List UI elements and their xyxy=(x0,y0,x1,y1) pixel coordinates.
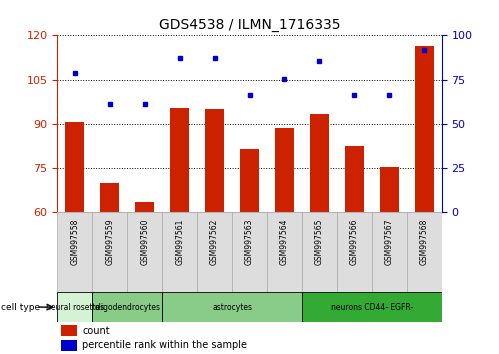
Bar xyxy=(57,212,92,292)
Bar xyxy=(267,212,302,292)
Bar xyxy=(372,212,407,292)
Bar xyxy=(135,202,154,212)
Text: neurons CD44- EGFR-: neurons CD44- EGFR- xyxy=(331,303,413,312)
Bar xyxy=(415,46,434,212)
Bar xyxy=(380,167,399,212)
Bar xyxy=(310,114,329,212)
Text: oligodendrocytes: oligodendrocytes xyxy=(94,303,160,312)
Text: GSM997568: GSM997568 xyxy=(420,219,429,265)
Text: neural rosettes: neural rosettes xyxy=(46,303,104,312)
Bar xyxy=(302,212,337,292)
Text: GSM997567: GSM997567 xyxy=(385,219,394,265)
Text: astrocytes: astrocytes xyxy=(212,303,252,312)
Text: GSM997563: GSM997563 xyxy=(245,219,254,265)
Text: count: count xyxy=(82,326,110,336)
Bar xyxy=(232,212,267,292)
Bar xyxy=(100,183,119,212)
Text: percentile rank within the sample: percentile rank within the sample xyxy=(82,340,248,350)
Text: GSM997561: GSM997561 xyxy=(175,219,184,265)
Bar xyxy=(92,212,127,292)
Bar xyxy=(197,212,232,292)
Title: GDS4538 / ILMN_1716335: GDS4538 / ILMN_1716335 xyxy=(159,18,340,32)
Bar xyxy=(170,108,189,212)
Bar xyxy=(205,109,224,212)
Text: GSM997564: GSM997564 xyxy=(280,219,289,265)
Bar xyxy=(407,212,442,292)
Bar xyxy=(162,292,302,322)
Bar xyxy=(162,212,197,292)
Bar xyxy=(240,149,259,212)
Bar xyxy=(127,212,162,292)
Bar xyxy=(57,292,92,322)
Text: GSM997559: GSM997559 xyxy=(105,219,114,265)
Text: GSM997566: GSM997566 xyxy=(350,219,359,265)
Bar xyxy=(92,292,162,322)
Bar xyxy=(61,325,77,336)
Bar xyxy=(61,340,77,351)
Text: GSM997562: GSM997562 xyxy=(210,219,219,265)
Text: GSM997560: GSM997560 xyxy=(140,219,149,265)
Bar xyxy=(275,128,294,212)
Text: GSM997565: GSM997565 xyxy=(315,219,324,265)
Bar xyxy=(65,122,84,212)
Text: cell type: cell type xyxy=(1,303,40,312)
Bar xyxy=(337,212,372,292)
Bar xyxy=(302,292,442,322)
Text: GSM997558: GSM997558 xyxy=(70,219,79,265)
Bar xyxy=(345,146,364,212)
